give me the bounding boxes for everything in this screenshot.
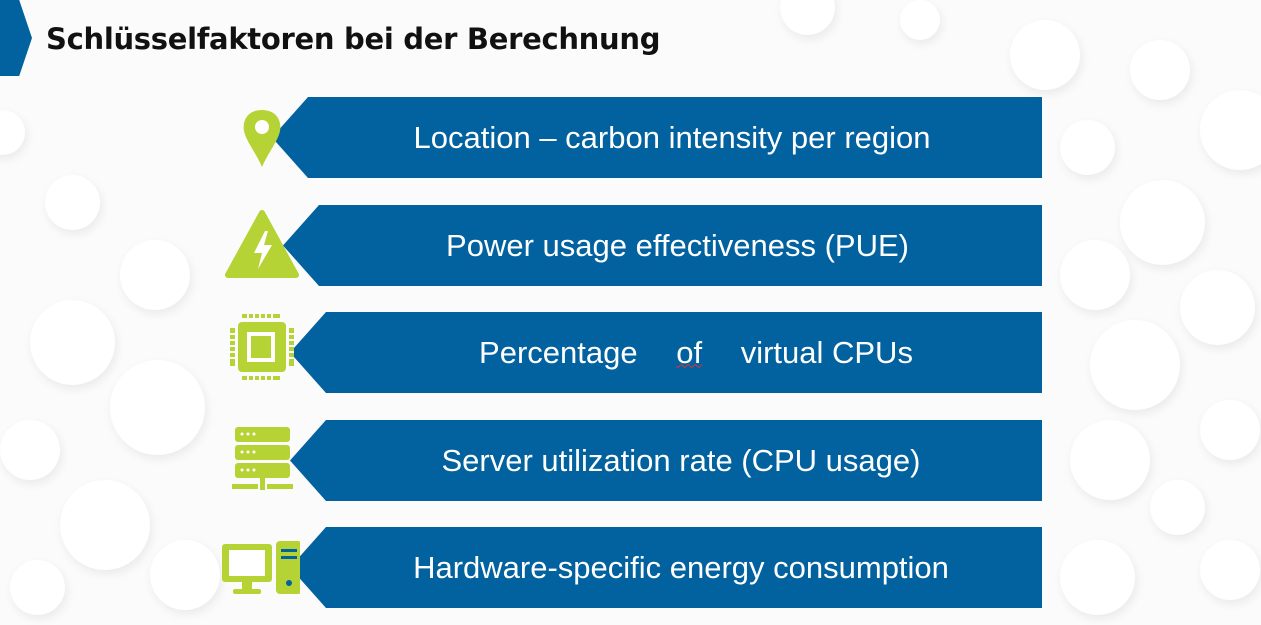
factor-banner: Power usage effectiveness (PUE) (283, 205, 1042, 286)
server-icon (220, 420, 300, 501)
factor-label: Location – carbon intensity per region (413, 119, 931, 155)
factor-label: Server utilization rate (CPU usage) (441, 442, 921, 478)
cpu-chip-icon (220, 312, 300, 393)
slide-title: Schlüsselfaktoren bei der Berechnung (46, 22, 661, 56)
factor-hardware-energy: Hardware-specific energy consumption (220, 527, 1042, 608)
factor-label: Power usage effectiveness (PUE) (446, 227, 909, 263)
title-chevron-accent (0, 0, 32, 76)
factor-banner: Location – carbon intensity per region (272, 97, 1042, 178)
factor-location: Location – carbon intensity per region (220, 97, 1042, 178)
power-warning-icon (220, 205, 300, 286)
spellcheck-flagged-word: of (676, 334, 703, 370)
factor-label: Percentage of virtual CPUs (479, 334, 913, 370)
factor-server-utilization: Server utilization rate (CPU usage) (220, 420, 1042, 501)
factor-banner: Hardware-specific energy consumption (290, 527, 1042, 608)
factor-banner: Server utilization rate (CPU usage) (290, 420, 1042, 501)
computer-hardware-icon (220, 527, 300, 608)
factor-label: Hardware-specific energy consumption (413, 549, 949, 585)
location-pin-icon (220, 97, 300, 178)
factor-banner: Percentage of virtual CPUs (290, 312, 1042, 393)
factor-pue: Power usage effectiveness (PUE) (220, 205, 1042, 286)
factor-vcpu: Percentage of virtual CPUs (220, 312, 1042, 393)
